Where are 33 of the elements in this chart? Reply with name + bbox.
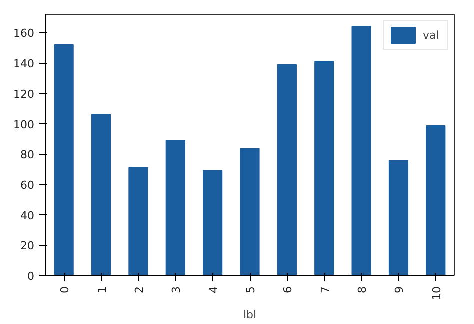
- bar: [426, 126, 446, 276]
- x-tick-label: 2: [132, 286, 146, 294]
- y-tick-label: 80: [20, 148, 35, 162]
- x-tick-label: 1: [96, 286, 109, 294]
- y-tick-label: 100: [14, 118, 35, 132]
- bar: [314, 61, 334, 276]
- x-tick-label: 6: [282, 286, 295, 294]
- y-tick-label: 40: [20, 209, 35, 222]
- y-tick-label: 140: [14, 58, 35, 71]
- legend-label: val: [423, 28, 440, 42]
- bar: [166, 140, 186, 276]
- bar: [240, 148, 260, 276]
- x-tick-label: 7: [318, 286, 332, 294]
- x-tick-label: 5: [244, 286, 258, 294]
- x-tick-label: 8: [356, 286, 370, 294]
- bar: [352, 26, 372, 276]
- y-tick-label: 0: [28, 270, 34, 283]
- x-tick-label: 4: [207, 286, 220, 294]
- bar: [203, 170, 223, 276]
- y-tick-label: 120: [14, 88, 35, 101]
- x-axis-title: lbl: [243, 308, 257, 322]
- x-tick-label: 3: [170, 286, 184, 294]
- bar: [54, 44, 74, 276]
- bar: [388, 160, 409, 276]
- y-tick-label: 60: [20, 178, 35, 192]
- y-tick-label: 160: [14, 27, 35, 40]
- bar: [277, 64, 297, 276]
- y-tick-label: 20: [20, 240, 35, 253]
- bar: [91, 114, 112, 276]
- x-tick-label: 0: [58, 286, 72, 294]
- bar: [128, 167, 148, 276]
- x-tick-label: 9: [393, 286, 406, 294]
- x-tick-label: 10: [430, 286, 444, 300]
